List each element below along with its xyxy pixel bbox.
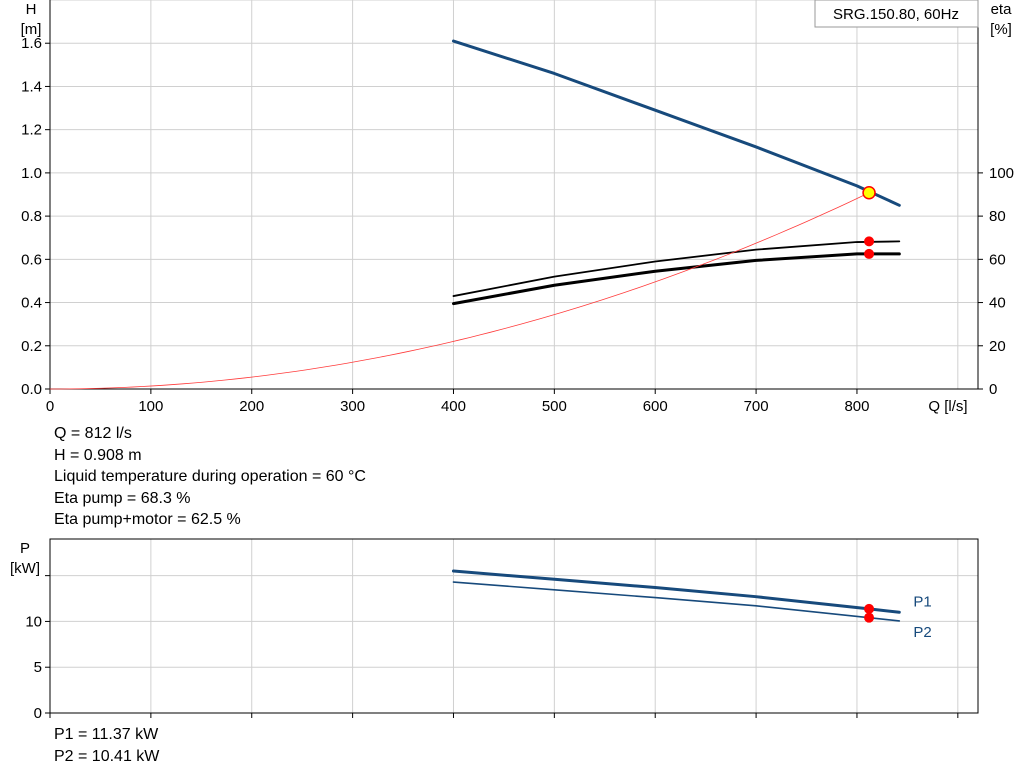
y-axis-label-p: P: [20, 540, 30, 557]
x-tick-label: 0: [46, 398, 54, 415]
info-liquid-temperature: Liquid temperature during operation = 60…: [54, 468, 366, 485]
power-marker: [864, 612, 875, 623]
eta-marker: [864, 248, 875, 259]
system-curve: [49, 192, 870, 390]
x-tick-label: 400: [441, 398, 466, 415]
y-tick-label-right: 20: [989, 338, 1006, 355]
y-tick-label-left: 1.4: [21, 78, 42, 95]
x-tick-label: 700: [744, 398, 769, 415]
y-tick-label-left: 0.4: [21, 295, 42, 312]
info-flow: Q = 812 l/s: [54, 425, 132, 442]
eta-pump-curve: [452, 240, 901, 297]
chart-title: SRG.150.80, 60Hz: [833, 6, 959, 23]
plot-area-2: [50, 539, 978, 713]
y-axis-label-right: eta: [991, 1, 1013, 18]
power-curve-p2: [452, 581, 901, 622]
eta-pump-motor-curve: [451, 252, 901, 306]
y-axis-unit-right: [%]: [990, 21, 1012, 38]
power-info: P1 = 11.37 kW P2 = 10.41 kW: [54, 724, 159, 767]
info-eta-pump: Eta pump = 68.3 %: [54, 489, 191, 507]
plot-area-1: [50, 0, 978, 389]
x-tick-label: 500: [542, 398, 567, 415]
info-p1: P1 = 11.37 kW: [54, 726, 159, 743]
y-tick-label-right: 0: [989, 381, 997, 398]
info-p2: P2 = 10.41 kW: [54, 747, 160, 765]
y-tick-label-p: 0: [34, 705, 42, 722]
y-tick-label-left: 0.8: [21, 208, 42, 225]
duty-point-info: Q = 812 l/s H = 0.908 m Liquid temperatu…: [54, 423, 366, 531]
x-axis-label: Q [l/s]: [928, 398, 967, 415]
y-tick-label-left: 1.6: [21, 35, 42, 52]
x-tick-label: 200: [239, 398, 264, 415]
plot-frame-2: [49, 538, 979, 714]
series-label-p1: P1: [913, 593, 931, 610]
y-tick-label-left: 0.2: [21, 338, 42, 355]
info-head: H = 0.908 m: [54, 446, 142, 464]
x-tick-label: 300: [340, 398, 365, 415]
title-box: [814, 0, 979, 28]
y-axis-unit-left: [m]: [21, 21, 42, 38]
series-label-p2: P2: [913, 624, 931, 641]
y-tick-label-right: 60: [989, 251, 1006, 268]
power-marker: [864, 603, 875, 614]
y-tick-label-left: 1.2: [21, 122, 42, 139]
y-tick-label-left: 1.0: [21, 165, 42, 182]
y-tick-label-left: 0.0: [21, 381, 42, 398]
x-tick-label: 600: [643, 398, 668, 415]
duty-point-marker: [862, 186, 876, 200]
info-eta-pump-motor: Eta pump+motor = 62.5 %: [54, 511, 241, 528]
y-axis-unit-p: [kW]: [10, 560, 40, 577]
power-curve-p1: [451, 569, 901, 614]
y-axis-label-left: H: [26, 1, 37, 18]
y-tick-label-right: 100: [989, 165, 1014, 182]
y-tick-label-left: 0.6: [21, 251, 42, 268]
x-tick-label: 800: [844, 398, 869, 415]
y-tick-label-p: 5: [34, 659, 42, 676]
x-tick-label: 100: [138, 398, 163, 415]
y-tick-label-p: 10: [25, 613, 42, 630]
y-tick-label-right: 40: [989, 295, 1006, 312]
y-tick-label-right: 80: [989, 208, 1006, 225]
eta-marker: [864, 236, 875, 247]
